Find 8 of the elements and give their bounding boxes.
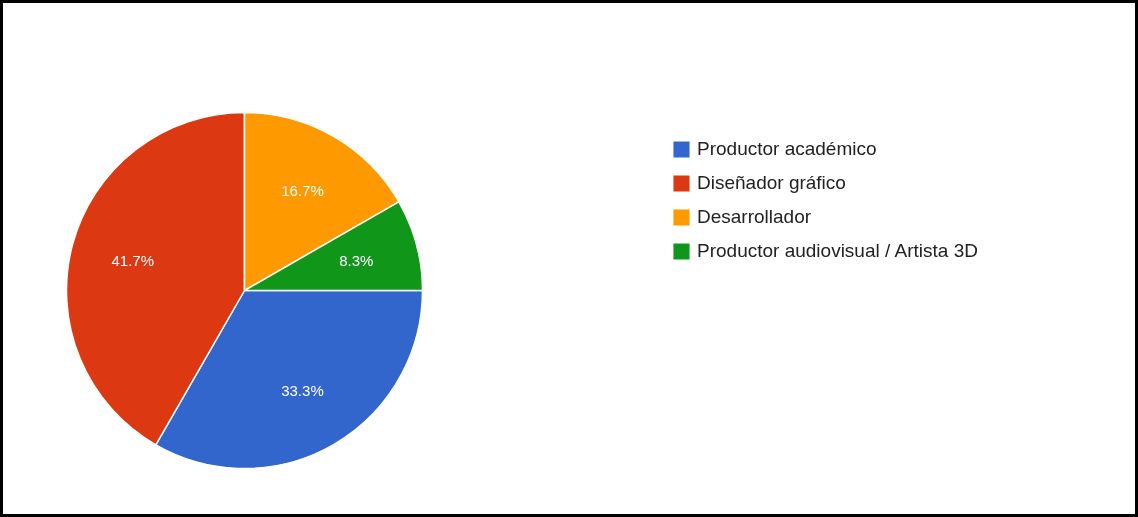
data-label: 33.3% [281,382,324,400]
legend-label: Diseñador gráfico [697,172,846,194]
data-label: 41.7% [111,252,154,270]
legend-label: Productor audiovisual / Artista 3D [697,240,978,262]
legend-label: Desarrollador [697,206,812,228]
data-label: 8.3% [339,252,374,270]
data-label: 16.7% [281,181,324,199]
legend-label: Productor académico [697,138,877,160]
